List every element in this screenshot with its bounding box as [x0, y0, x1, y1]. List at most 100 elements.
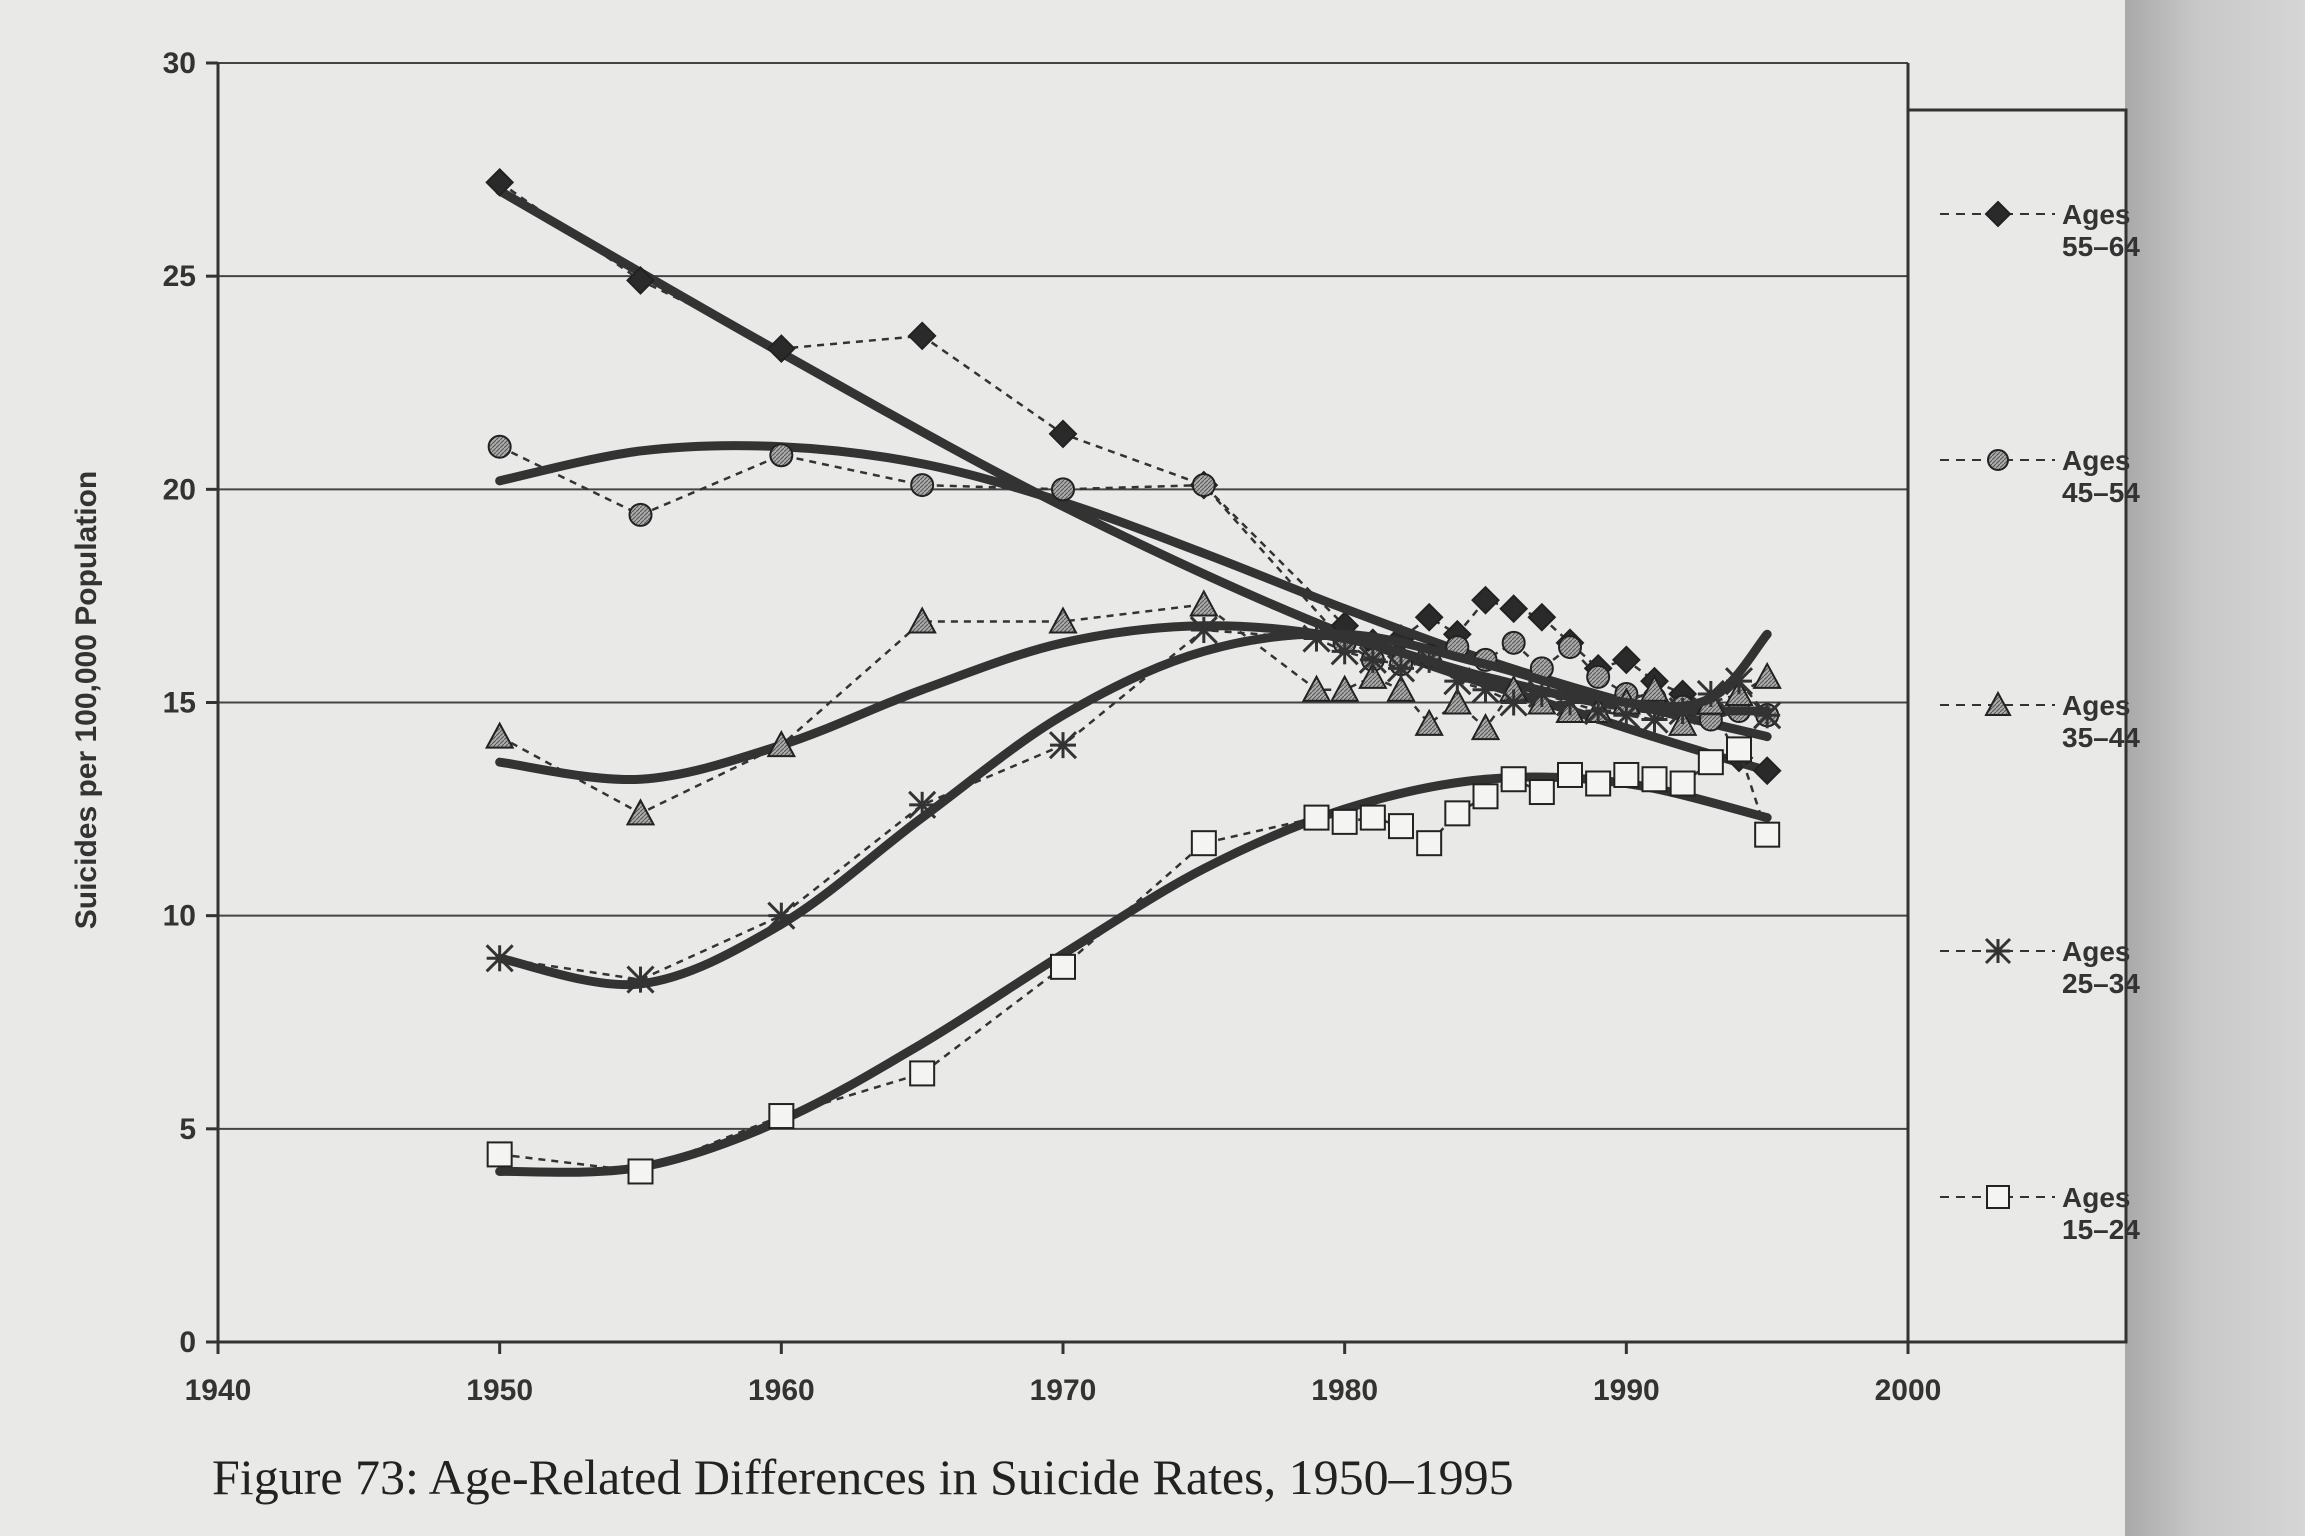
- diamond-marker: [907, 321, 937, 351]
- asterisk-marker: [1358, 645, 1387, 674]
- asterisk-marker: [1471, 675, 1500, 704]
- square-marker: [1444, 800, 1471, 827]
- y-tick-label: 25: [163, 260, 196, 293]
- asterisk-marker: [1984, 937, 2012, 965]
- legend-box: [1906, 108, 2128, 1344]
- x-tick-label: 1980: [1311, 1374, 1378, 1407]
- data-line: [499, 747, 1769, 1173]
- square-marker: [1557, 761, 1583, 788]
- asterisk-marker: [1724, 667, 1754, 696]
- triangle-marker: [907, 606, 937, 634]
- trend-line: [495, 186, 1772, 776]
- square-marker: [768, 1103, 795, 1130]
- triangle-marker: [1329, 674, 1360, 702]
- asterisk-marker: [1048, 731, 1078, 760]
- trend-line: [495, 772, 1772, 1177]
- x-tick-label: 1960: [748, 1374, 815, 1407]
- asterisk-marker: [1612, 701, 1641, 730]
- circle-marker: [769, 443, 794, 468]
- y-tick-label: 20: [163, 473, 196, 506]
- asterisk-marker: [1499, 688, 1528, 717]
- y-tick-label: 0: [179, 1326, 196, 1359]
- diamond-marker: [1527, 602, 1557, 632]
- triangle-marker: [1048, 606, 1078, 634]
- triangle-marker: [1470, 712, 1501, 741]
- square-marker: [1190, 830, 1217, 857]
- asterisk-marker: [485, 944, 514, 973]
- y-tick-label: 30: [163, 47, 196, 80]
- legend-label: Ages: [2062, 936, 2130, 967]
- asterisk-marker: [1415, 645, 1444, 674]
- y-tick-labels: 0 5 10 15 20 25 30: [163, 47, 196, 1359]
- triangle-marker: [1639, 674, 1670, 702]
- square-marker: [1331, 808, 1358, 835]
- square-marker: [1472, 783, 1499, 810]
- circle-marker: [1191, 473, 1216, 498]
- triangle-marker: [1358, 661, 1388, 689]
- legend-label: Ages: [2062, 445, 2130, 476]
- diamond-marker: [626, 266, 655, 295]
- diamond-marker: [1611, 645, 1641, 675]
- triangle-marker: [625, 798, 656, 826]
- circle-marker: [1586, 664, 1611, 689]
- x-tick-labels: 1940 1950 1960 1970 1980 1990 2000: [185, 1374, 1942, 1407]
- series-25-34: [485, 615, 1782, 994]
- square-marker: [1388, 813, 1414, 840]
- asterisk-marker: [1668, 696, 1697, 726]
- adjacent-page-shadow: [2125, 0, 2305, 1536]
- y-axis-label: Suicides per 100,000 Population: [70, 471, 103, 930]
- square-marker: [486, 1141, 513, 1168]
- square-marker: [1528, 779, 1555, 806]
- x-tick-label: 1940: [185, 1374, 252, 1407]
- y-tick-label: 15: [163, 687, 196, 720]
- legend-label: Ages: [2062, 690, 2130, 721]
- circle-marker: [1987, 449, 2009, 471]
- asterisk-marker: [1527, 679, 1556, 709]
- x-tick-label: 1950: [466, 1374, 533, 1407]
- triangle-marker: [1414, 708, 1444, 736]
- diamond-marker: [1471, 585, 1500, 615]
- triangle-marker: [1386, 674, 1416, 702]
- square-marker: [1050, 953, 1076, 980]
- legend-label: 25–34: [2062, 968, 2140, 999]
- square-marker: [1585, 770, 1612, 797]
- asterisk-marker: [1753, 701, 1782, 730]
- figure-caption: Figure 73: Age-Related Differences in Su…: [212, 1449, 1514, 1505]
- x-tick-label: 2000: [1875, 1374, 1942, 1407]
- square-marker: [1303, 804, 1330, 831]
- diamond-marker: [766, 334, 796, 364]
- x-tick-label: 1990: [1593, 1374, 1660, 1407]
- square-marker: [1613, 761, 1640, 788]
- asterisk-marker: [1443, 667, 1472, 696]
- data-line: [498, 181, 1768, 772]
- diamond-marker: [1048, 419, 1078, 449]
- square-marker: [909, 1060, 936, 1087]
- square-marker: [1641, 766, 1668, 793]
- asterisk-marker: [767, 901, 796, 930]
- legend-label: 55–64: [2062, 231, 2140, 262]
- asterisk-marker: [1584, 696, 1613, 726]
- x-tick-label: 1970: [1030, 1374, 1097, 1407]
- asterisk-marker: [1189, 615, 1218, 645]
- legend-label: 15–24: [2062, 1214, 2140, 1245]
- diamond-marker: [1499, 594, 1529, 624]
- diamond-marker: [1414, 602, 1444, 632]
- y-tick-label: 5: [179, 1113, 196, 1146]
- legend-label: 45–54: [2062, 477, 2140, 508]
- series-15-24: [486, 736, 1781, 1185]
- square-marker: [1500, 766, 1527, 793]
- data-line: [499, 628, 1769, 981]
- diamond-marker: [485, 167, 515, 197]
- triangle-marker: [766, 730, 797, 758]
- triangle-marker: [1442, 687, 1473, 715]
- square-marker: [1359, 804, 1386, 831]
- square-marker: [1754, 821, 1781, 848]
- legend-label: 35–44: [2062, 722, 2140, 753]
- diamond-marker: [1752, 756, 1782, 786]
- diamond-marker: [1984, 200, 2012, 228]
- asterisk-marker: [1330, 637, 1359, 666]
- square-marker: [1697, 749, 1724, 776]
